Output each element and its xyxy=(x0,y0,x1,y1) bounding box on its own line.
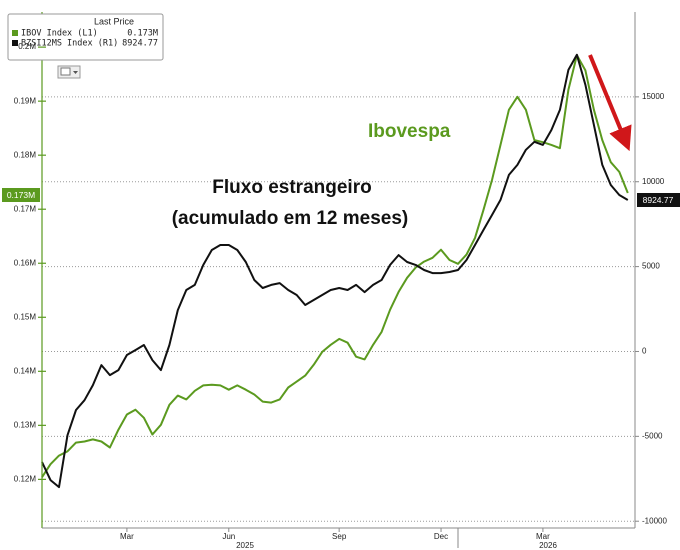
x-tick-label: Sep xyxy=(332,532,347,541)
annotation: Fluxo estrangeiro xyxy=(212,177,371,198)
y-tick-label: 0.2M xyxy=(18,42,36,51)
year-label: 2025 xyxy=(236,541,254,550)
legend-swatch xyxy=(12,40,18,46)
series-line xyxy=(41,54,629,478)
lines xyxy=(41,53,629,489)
dropdown-icon xyxy=(60,67,71,76)
annotation: Ibovespa xyxy=(368,121,451,142)
y-tick-label: 0.13M xyxy=(14,420,37,429)
legend-swatch xyxy=(12,30,18,36)
y-tick-label: 0.12M xyxy=(14,474,37,483)
last-price-tag xyxy=(637,193,680,207)
legend-label: BZSI12MS Index (R1) xyxy=(21,39,118,49)
y-tick-label: 0.18M xyxy=(14,150,37,159)
last-price-label: 0.173M xyxy=(7,190,35,200)
y-tick-label: 0.16M xyxy=(14,258,37,267)
last-price-label: 8924.77 xyxy=(643,195,674,205)
y2-tick-label: 10000 xyxy=(642,177,665,186)
x-tick-label: Jun xyxy=(222,532,235,541)
legend-title: Last Price xyxy=(94,16,134,26)
x-tick-label: Dec xyxy=(434,532,448,541)
x-tick-label: Mar xyxy=(536,532,550,541)
y-tick-label: 0.17M xyxy=(14,204,37,213)
y-tick-label: 0.14M xyxy=(14,366,37,375)
legend-value: 8924.77 xyxy=(122,39,158,49)
year-label: 2026 xyxy=(539,541,557,550)
y2-tick-label: -10000 xyxy=(642,516,667,525)
y2-tick-label: 0 xyxy=(642,347,647,356)
x-tick-label: Mar xyxy=(120,532,134,541)
y2-tick-label: 15000 xyxy=(642,92,665,101)
annotation: (acumulado em 12 meses) xyxy=(172,208,409,229)
y2-tick-label: 5000 xyxy=(642,262,660,271)
legend-box xyxy=(7,13,164,61)
dropdown-caret xyxy=(73,71,78,74)
trend-arrow xyxy=(588,54,632,152)
y-tick-label: 0.19M xyxy=(14,96,37,105)
series-line xyxy=(41,53,629,489)
grid xyxy=(42,96,635,522)
legend-label: IBOV Index (L1) xyxy=(21,29,98,39)
dropdown-button[interactable] xyxy=(57,65,81,79)
y-tick-label: 0.15M xyxy=(14,312,37,321)
legend: Last Price IBOV Index (L1) 0.173M BZSI12… xyxy=(7,13,164,61)
y2-tick-label: -5000 xyxy=(642,431,663,440)
legend-value: 0.173M xyxy=(127,29,158,39)
last-price-tag xyxy=(2,188,40,202)
